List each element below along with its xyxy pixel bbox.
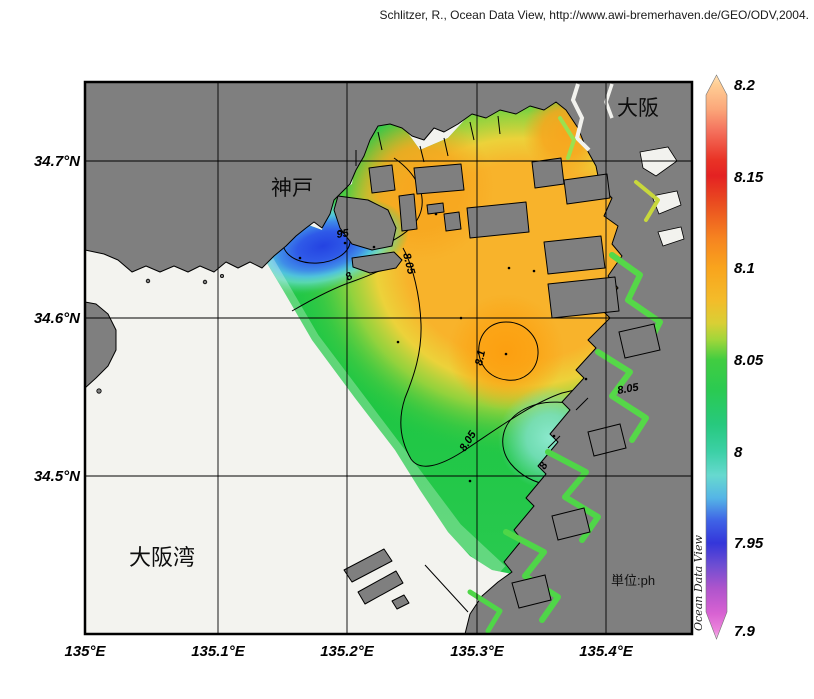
channel-island-4 — [511, 574, 552, 609]
contour-8-south — [502, 401, 595, 486]
contour-8_1-harbor — [381, 157, 423, 247]
channel-island-2 — [587, 423, 627, 457]
cbar-tick-8_15: 8.15 — [734, 169, 764, 186]
coastal-islets — [96, 273, 224, 394]
label-unit-ph: 単位:ph — [611, 573, 655, 588]
sw-artificial-island-2 — [357, 570, 404, 605]
y-tick-34_6N: 34.6°N — [34, 310, 81, 327]
sw-artificial-island-1 — [343, 548, 393, 583]
contour-lines — [283, 157, 656, 486]
port-block-3 — [398, 193, 418, 232]
port-block-ne — [563, 173, 611, 205]
mainland — [85, 82, 692, 634]
x-tick-135_2E: 135.2°E — [320, 643, 375, 660]
channel-5 — [467, 589, 503, 634]
harbor-channels — [467, 116, 663, 634]
x-tick-135_1E: 135.1°E — [191, 643, 246, 660]
channel-1 — [609, 252, 663, 348]
map-frame — [83, 80, 694, 636]
river-patch-3 — [657, 226, 685, 247]
awaji-island-tip — [85, 301, 117, 389]
channel-island-1 — [618, 323, 661, 359]
river-1 — [570, 83, 591, 152]
cbar-tick-8_2: 8.2 — [734, 77, 756, 94]
contour-label-805-coast: 8.05 — [616, 381, 640, 397]
river-patch-2 — [651, 190, 682, 215]
y-axis-labels: 34.7°N 34.6°N 34.5°N — [34, 153, 81, 485]
channel-6 — [634, 180, 660, 222]
sakishima-block — [547, 276, 620, 319]
cbar-tick-8_05: 8.05 — [734, 352, 764, 369]
river-patch-1 — [639, 146, 678, 177]
label-osaka-bay: 大阪湾 — [129, 545, 195, 570]
port-block-2 — [413, 163, 465, 195]
land-masses — [85, 82, 692, 634]
rokko-island — [351, 251, 403, 274]
port-block-7 — [531, 157, 565, 189]
colorbar: 8.2 8.15 8.1 8.05 8 7.95 7.9 Ocean Data … — [692, 74, 764, 640]
label-kobe: 神戸 — [271, 177, 313, 200]
channel-2 — [595, 349, 649, 443]
port-block-5 — [443, 211, 462, 232]
kobe-east-landmass — [333, 195, 397, 251]
citation-text: Schlitzer, R., Ocean Data View, http://w… — [379, 8, 809, 22]
channel-4 — [503, 529, 561, 623]
label-osaka: 大阪 — [617, 97, 659, 120]
cbar-tick-7_9: 7.9 — [734, 623, 756, 640]
channel-7 — [558, 116, 576, 160]
station-dots — [298, 212, 588, 483]
contour-8_05 — [400, 247, 656, 467]
odv-watermark: Ocean Data View — [692, 535, 705, 631]
channel-3 — [545, 449, 601, 543]
port-block-1 — [368, 164, 396, 194]
port-block-8 — [543, 235, 606, 275]
channel-islands — [511, 323, 661, 609]
cbar-tick-8: 8 — [734, 444, 743, 461]
y-tick-34_5N: 34.5°N — [34, 468, 81, 485]
contour-label-8-south: 8 — [537, 460, 551, 472]
contour-label-805-vert: 8.05 — [400, 252, 417, 277]
cbar-tick-7_95: 7.95 — [734, 535, 764, 552]
x-tick-135_3E: 135.3°E — [450, 643, 505, 660]
port-block-4 — [426, 202, 445, 215]
y-tick-34_7N: 34.7°N — [34, 153, 81, 170]
x-tick-135E: 135°E — [64, 643, 106, 660]
x-axis-labels: 135°E 135.1°E 135.2°E 135.3°E 135.4°E — [64, 643, 633, 660]
x-tick-135_4E: 135.4°E — [579, 643, 634, 660]
colorbar-gradient-bar — [705, 74, 728, 640]
channel-island-3 — [551, 507, 591, 541]
graticule — [85, 82, 692, 634]
pier-lines — [355, 115, 589, 613]
cbar-tick-8_1: 8.1 — [734, 260, 755, 277]
contour-8_1-loop — [478, 321, 539, 381]
port-block-6 — [466, 201, 530, 239]
colorbar-tick-labels: 8.2 8.15 8.1 8.05 8 7.95 7.9 — [734, 77, 764, 640]
sw-artificial-island-3 — [391, 594, 410, 610]
